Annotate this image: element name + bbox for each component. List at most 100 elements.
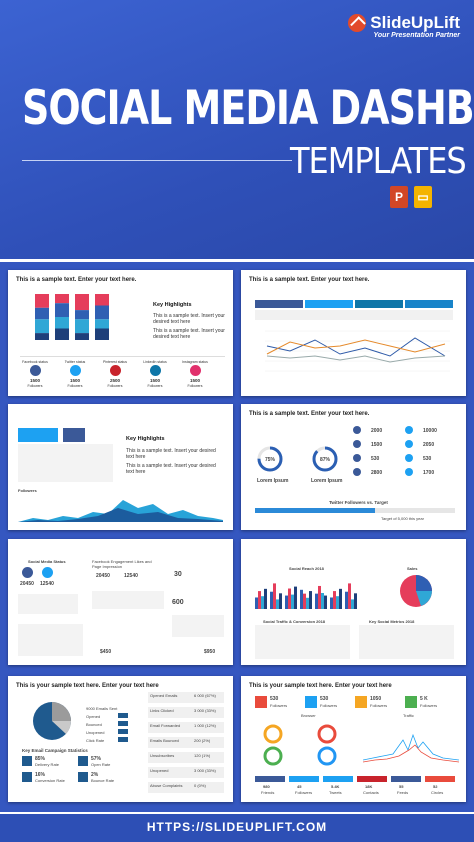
- slide-thumbnail-5[interactable]: Social Media Status 20450 12540 Facebook…: [8, 539, 233, 665]
- stacked-bar-segment: [55, 303, 69, 317]
- browser-donuts: [263, 724, 337, 766]
- kpi-value: 2%: [91, 772, 99, 778]
- hero-subtitle: TEMPLATES: [290, 140, 467, 182]
- reach-value: 600: [172, 599, 184, 606]
- pinterest-icon: [110, 365, 121, 376]
- bottom-stat-bar: [323, 776, 353, 782]
- slide-thumbnail-1[interactable]: This is a sample text. Enter your text h…: [8, 270, 233, 396]
- email-row: Unsubscribes: [148, 752, 224, 763]
- grouped-bar: [333, 591, 336, 609]
- lorem-1: Lorem Ipsum: [257, 478, 289, 484]
- slide-title: This is your sample text here. Enter you…: [16, 683, 159, 689]
- traffic-title: Traffic: [403, 713, 414, 718]
- footer-url[interactable]: HTTPS://SLIDEUPLIFT.COM: [0, 812, 474, 842]
- brand-logo[interactable]: SlideUpLift: [348, 14, 460, 32]
- twitter-card-icon: [18, 428, 58, 442]
- grouped-bar: [309, 591, 312, 609]
- grouped-bar: [345, 591, 348, 609]
- social-header-tiles: [255, 300, 453, 308]
- stacked-bar-segment: [75, 310, 89, 320]
- hero-title: SOCIAL MEDIA DASHBOARD: [22, 80, 474, 135]
- kpi-icon: [78, 756, 88, 766]
- email-row: Emails Bounced: [148, 737, 224, 748]
- tile-icon: [305, 696, 317, 708]
- stat-unit: Followers: [107, 384, 123, 388]
- bottom-stat-label: Circles: [431, 790, 444, 795]
- bottom-stat-label: Followers: [295, 790, 313, 795]
- grouped-bar: [276, 599, 279, 609]
- slide-thumbnail-4[interactable]: This is a sample text. Enter your text h…: [241, 404, 466, 530]
- linkedin-icon: [150, 365, 161, 376]
- spend-value: $950: [204, 649, 216, 655]
- bottom-stat-bar: [391, 776, 421, 782]
- facebook-icon: [353, 426, 361, 434]
- bottom-stat-bar: [357, 776, 387, 782]
- stat-unit: Followers: [67, 384, 83, 388]
- email-row: Unopened: [148, 767, 224, 778]
- highlight-text-2: This is a sample text. Insert your desir…: [126, 463, 216, 475]
- highlight-text-2: This is a sample text. Insert your desir…: [153, 328, 225, 340]
- slide-thumbnail-6[interactable]: Social Reach 2018 Sales Social Traffic &…: [241, 539, 466, 665]
- email-row-value: 120 (1%): [194, 753, 211, 758]
- stats-strip: [255, 310, 453, 320]
- grouped-bar: [318, 585, 321, 609]
- pie-slice-1: [416, 575, 432, 591]
- count-value: 530: [423, 456, 432, 462]
- bottom-stat-value: 55: [399, 784, 404, 789]
- stacked-bar-segment: [75, 319, 89, 334]
- slide-thumbnail-3[interactable]: Key Highlights This is a sample text. In…: [8, 404, 233, 530]
- mini-table: [18, 624, 83, 656]
- google-slides-icon: ▭: [414, 186, 432, 208]
- stacked-bar-segment: [55, 294, 69, 304]
- donut-1: [257, 446, 283, 472]
- stacked-bar-segment: [95, 319, 109, 329]
- likes-value: 30: [174, 571, 182, 578]
- stat-unit: Followers: [27, 384, 43, 388]
- grouped-bar: [351, 599, 354, 609]
- pie-chart: [400, 575, 432, 607]
- slide-thumbnail-7[interactable]: This is your sample text here. Enter you…: [8, 676, 233, 802]
- bottom-stat-value: 18K: [365, 784, 373, 789]
- slide-title: This is your sample text here. Enter you…: [249, 683, 392, 689]
- chart-label: Followers: [18, 488, 37, 493]
- twitter-icon: [42, 567, 53, 578]
- slide-title: Social Reach 2018: [289, 566, 324, 571]
- count-value: 530: [371, 456, 380, 462]
- facebook-icon: [22, 567, 33, 578]
- slide-thumbnail-2[interactable]: This is a sample text. Enter your text h…: [241, 270, 466, 396]
- bottom-stat-bar: [289, 776, 319, 782]
- count-value: 2050: [423, 442, 435, 448]
- bottom-stat-bar: [425, 776, 455, 782]
- browser-title: Browser: [301, 713, 316, 718]
- stat-unit: Followers: [187, 384, 203, 388]
- facebook-tile: [255, 300, 303, 308]
- slide-title: Social Media Status: [28, 559, 66, 564]
- highlight-text-1: This is a sample text. Insert your desir…: [126, 448, 216, 460]
- series-line-3: [266, 355, 446, 363]
- area-series-2: [18, 508, 223, 522]
- bottom-stat-value: 45: [297, 784, 302, 789]
- slide-thumbnail-8[interactable]: This is your sample text here. Enter you…: [241, 676, 466, 802]
- slide-title: This is a sample text. Enter your text h…: [249, 411, 370, 417]
- stacked-bar-segment: [35, 294, 49, 308]
- grouped-bar: [273, 583, 276, 609]
- bottom-stat-bar: [255, 776, 285, 782]
- grouped-bar: [288, 588, 291, 609]
- kpi-label: Open Rate: [91, 762, 111, 767]
- twitter-icon: [70, 365, 81, 376]
- lorem-2: Lorem Ipsum: [311, 478, 343, 484]
- metrics-title: Key Social Metrics 2018: [369, 619, 415, 624]
- twitter-icon: [405, 426, 413, 434]
- highlight-text-1: This is a sample text. Insert your desir…: [153, 313, 225, 325]
- facebook-icon: [353, 454, 361, 462]
- stat-value: 1500: [29, 378, 40, 383]
- grouped-bar: [270, 591, 273, 609]
- email-label: Bounced: [86, 722, 102, 727]
- kpi-icon: [22, 756, 32, 766]
- stacked-bar-segment: [55, 317, 69, 329]
- email-pie-chart: [33, 702, 72, 740]
- count-value: 1700: [423, 470, 435, 476]
- email-row: Links Clicked: [148, 707, 224, 718]
- stacked-bar-segment: [75, 333, 89, 340]
- traffic-line-chart: [363, 733, 459, 763]
